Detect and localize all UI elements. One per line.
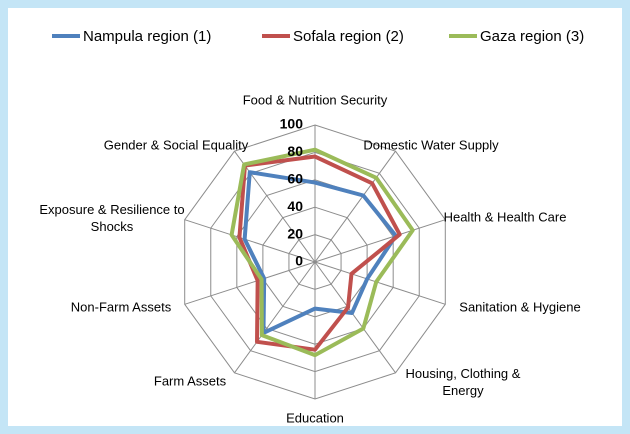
chart: 0 20 40 60 80 100 Nampula region (1) Sofala reg… bbox=[52, 28, 584, 400]
legend-label: Sofala region (2) bbox=[293, 28, 404, 45]
spoke bbox=[234, 261, 316, 374]
y-tick-label: 80 bbox=[287, 143, 303, 159]
series-line bbox=[242, 170, 398, 335]
spoke bbox=[184, 261, 316, 305]
spoke bbox=[234, 150, 316, 263]
spoke bbox=[184, 219, 316, 263]
category-label: Education bbox=[286, 410, 344, 426]
category-label: Farm Assets bbox=[153, 373, 227, 389]
y-tick-label: 60 bbox=[287, 171, 303, 187]
y-tick-label: 0 bbox=[295, 253, 303, 269]
spoke bbox=[314, 219, 446, 263]
legend-label: Nampula region (1) bbox=[83, 28, 211, 45]
category-label: Domestic Water Supply bbox=[363, 137, 499, 153]
category-label: Housing, Clothing & Energy bbox=[405, 366, 521, 398]
category-label: Non-Farm Assets bbox=[70, 299, 172, 315]
legend-label: Gaza region (3) bbox=[480, 28, 584, 45]
y-tick-label: 40 bbox=[287, 198, 303, 214]
spoke bbox=[314, 150, 396, 263]
y-tick-label: 20 bbox=[287, 225, 303, 241]
spoke bbox=[314, 261, 396, 374]
series-line bbox=[237, 154, 402, 352]
category-label: Exposure & Resilience to Shocks bbox=[39, 202, 185, 234]
category-label: Health & Health Care bbox=[443, 209, 567, 225]
y-tick-label: 100 bbox=[280, 116, 304, 132]
category-label: Food & Nutrition Security bbox=[242, 92, 388, 108]
category-label: Sanitation & Hygiene bbox=[459, 299, 581, 315]
spoke bbox=[314, 261, 446, 305]
category-label: Gender & Social Equality bbox=[103, 137, 249, 153]
series-line bbox=[229, 147, 415, 358]
